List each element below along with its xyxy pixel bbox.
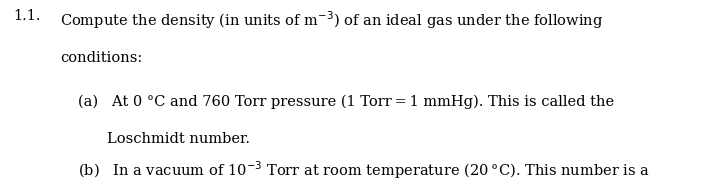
Text: Loschmidt number.: Loschmidt number. xyxy=(107,132,250,146)
Text: 1.1.: 1.1. xyxy=(13,9,41,23)
Text: conditions:: conditions: xyxy=(60,51,142,65)
Text: (b)   In a vacuum of 10$^{-3}$ Torr at room temperature (20 °C). This number is : (b) In a vacuum of 10$^{-3}$ Torr at roo… xyxy=(78,159,650,181)
Text: (a)   At 0 °C and 760 Torr pressure (1 Torr = 1 mmHg). This is called the: (a) At 0 °C and 760 Torr pressure (1 Tor… xyxy=(78,94,613,109)
Text: Compute the density (in units of m$^{-3}$) of an ideal gas under the following: Compute the density (in units of m$^{-3}… xyxy=(60,9,603,31)
